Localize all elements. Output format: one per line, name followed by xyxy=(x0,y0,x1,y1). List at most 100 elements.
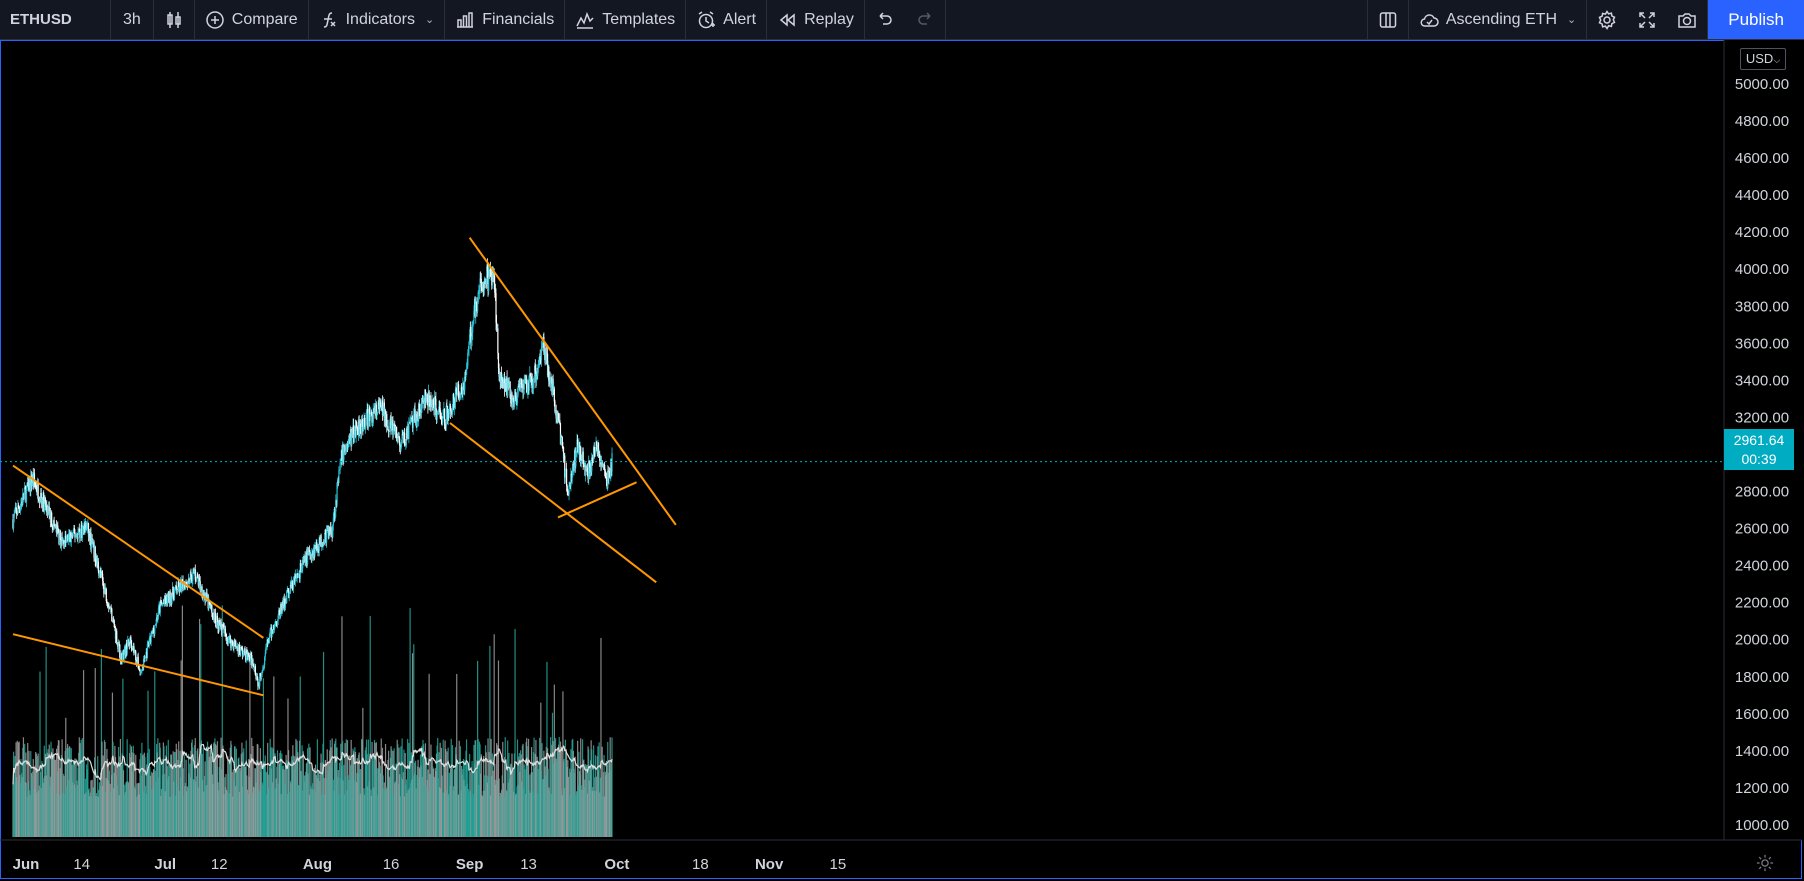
alert-button[interactable]: Alert xyxy=(686,0,766,39)
candle-body xyxy=(290,584,292,588)
volume-bar xyxy=(490,738,492,837)
volume-bar xyxy=(113,788,115,837)
trendline[interactable] xyxy=(449,422,657,584)
volume-bar xyxy=(225,774,227,837)
candle-body xyxy=(198,578,201,582)
compare-button[interactable]: Compare xyxy=(195,0,308,39)
candle-body xyxy=(13,513,15,518)
candle-body xyxy=(574,450,576,467)
candle-body xyxy=(52,527,54,530)
volume-bar xyxy=(385,786,387,837)
candle-body xyxy=(405,444,407,446)
candle-body xyxy=(225,633,227,637)
trendline[interactable] xyxy=(557,481,637,519)
volume-bar xyxy=(354,751,357,837)
candle-body xyxy=(62,540,64,542)
candle-body xyxy=(124,646,126,656)
snapshot-button[interactable] xyxy=(1667,0,1707,39)
volume-bar xyxy=(240,753,242,837)
candle-body xyxy=(453,394,455,409)
candle-body xyxy=(182,580,184,590)
candle-body xyxy=(554,410,557,412)
candle-body xyxy=(285,598,287,603)
volume-bar xyxy=(46,775,48,837)
trendlines[interactable] xyxy=(12,237,677,697)
volume-bar xyxy=(32,759,34,837)
volume-bar xyxy=(164,791,166,837)
candle-body xyxy=(238,644,241,652)
candle-body xyxy=(273,625,275,630)
volume-bar xyxy=(467,762,469,837)
interval-button[interactable]: 3h xyxy=(123,10,141,28)
volume-bar xyxy=(161,758,163,837)
candle-body xyxy=(451,410,453,415)
volume-bar xyxy=(408,743,410,837)
candle-body xyxy=(494,283,496,293)
volume-bar xyxy=(480,773,482,837)
volume-bar xyxy=(462,759,465,837)
templates-button[interactable]: Templates xyxy=(565,0,685,39)
candle-body xyxy=(578,442,580,446)
volume-bar xyxy=(593,791,595,837)
chart-settings-icon[interactable] xyxy=(1756,854,1774,872)
candle-body xyxy=(40,492,42,501)
candle-body xyxy=(570,473,573,482)
currency-selector[interactable]: USD⌵ xyxy=(1740,48,1786,70)
volume-bar xyxy=(246,775,248,837)
save-layout-button[interactable]: Ascending ETH ⌄ xyxy=(1409,0,1586,39)
candle-body xyxy=(586,467,589,472)
candle-body xyxy=(580,446,582,464)
candle-body xyxy=(552,378,554,390)
candlesticks xyxy=(12,258,613,691)
trendline[interactable] xyxy=(468,237,677,526)
fullscreen-button[interactable] xyxy=(1627,0,1667,39)
volume-bar xyxy=(437,737,439,837)
trendline[interactable] xyxy=(12,464,264,639)
candle-body xyxy=(451,410,454,415)
volume-bar xyxy=(433,776,435,837)
candle-body xyxy=(454,389,457,403)
redo-button[interactable] xyxy=(905,0,945,39)
candle-body xyxy=(361,420,363,434)
time-tick-label: 12 xyxy=(211,856,228,873)
candle-body xyxy=(418,403,420,420)
financials-button[interactable]: Financials xyxy=(445,0,564,39)
volume-bar xyxy=(516,786,518,837)
volume-bar xyxy=(389,757,392,837)
candle-body xyxy=(440,417,442,420)
candle-body xyxy=(429,395,431,405)
volume-bar xyxy=(149,767,151,837)
candle-body xyxy=(82,526,84,528)
indicators-button[interactable]: Indicators ⌄ xyxy=(309,0,445,39)
layout-button[interactable] xyxy=(1368,0,1408,39)
symbol-search[interactable]: ETHUSD xyxy=(10,11,72,28)
candle-body xyxy=(275,621,277,624)
chevron-down-icon: ⌄ xyxy=(424,14,435,26)
volume-bar xyxy=(325,765,327,837)
volume-bar xyxy=(151,772,153,837)
volume-bar xyxy=(408,787,411,837)
chart-canvas[interactable]: 5000.004800.004600.004400.004200.004000.… xyxy=(0,40,1804,881)
candle-body xyxy=(453,399,455,409)
volume-bar xyxy=(28,750,30,837)
volume-bar xyxy=(218,767,220,837)
price-tick-label: 1400.00 xyxy=(1735,743,1789,760)
volume-bar xyxy=(213,742,215,837)
volume-bar xyxy=(605,760,608,837)
volume-bar xyxy=(200,740,203,837)
volume-bar xyxy=(370,789,372,837)
candle-body xyxy=(275,621,277,623)
settings-button[interactable] xyxy=(1587,0,1627,39)
candle-body xyxy=(178,586,180,592)
chart-type-button[interactable] xyxy=(154,0,194,39)
volume-bar xyxy=(26,796,28,837)
volume-bar xyxy=(153,769,155,837)
publish-button[interactable]: Publish xyxy=(1708,0,1804,39)
undo-button[interactable] xyxy=(865,0,905,39)
volume-bar xyxy=(181,757,183,837)
volume-bar xyxy=(116,766,118,837)
volume-bar xyxy=(351,763,353,837)
replay-button[interactable]: Replay xyxy=(767,0,864,39)
volume-bar xyxy=(550,793,552,837)
trendline[interactable] xyxy=(12,633,264,697)
